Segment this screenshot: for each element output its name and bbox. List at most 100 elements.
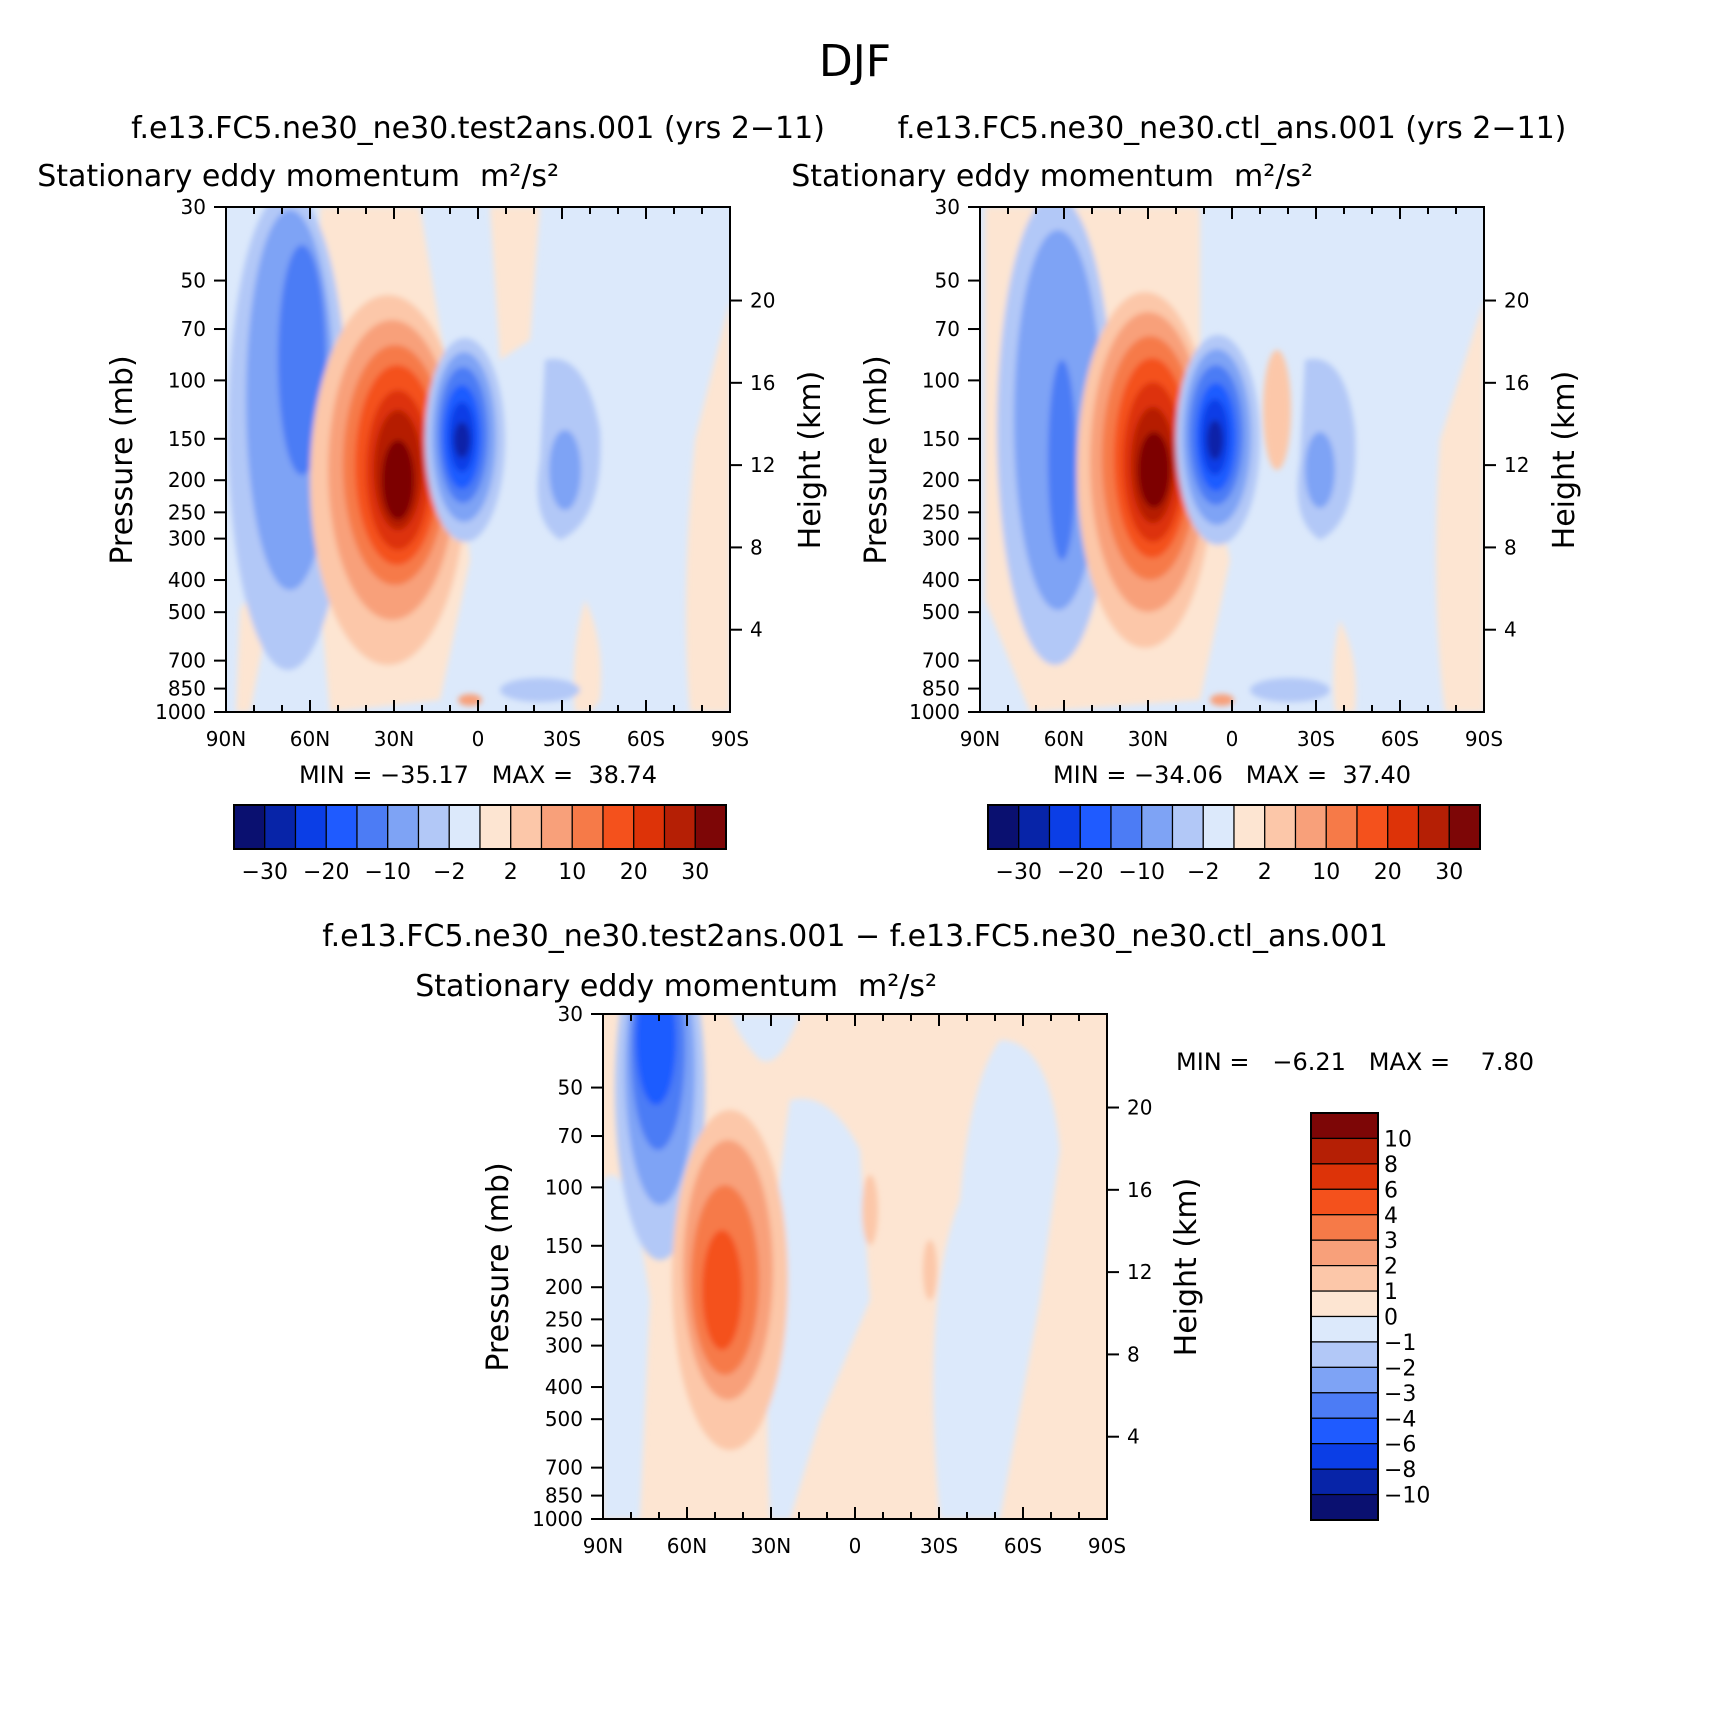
height-tick-group: 20 16 12 8 4 [730, 289, 775, 642]
colorbar-swatch [1310, 1112, 1379, 1140]
colorbar-swatch [987, 804, 1020, 850]
x-tick-group: 90N 60N 30N 0 30S 60S 90S [583, 1014, 1126, 1558]
colorbar-swatch [1310, 1137, 1379, 1165]
y-tick-label: 30 [935, 195, 960, 219]
colorbar-swatch [1310, 1392, 1379, 1419]
plot-area [980, 207, 1484, 712]
panel-units: m²/s² [858, 969, 937, 1004]
contour-pos-g [1138, 432, 1170, 508]
x-tick-label: 0 [1226, 727, 1239, 751]
y-tick-label: 1000 [909, 700, 960, 724]
y-tick-label: 30 [558, 1002, 583, 1026]
y-tick-label: 700 [168, 649, 206, 673]
x-tick-label: 0 [849, 1534, 862, 1558]
x-tick-label: 30S [543, 727, 581, 751]
colorbar-swatch [571, 804, 604, 850]
colorbar-label: −1 [1384, 1331, 1416, 1356]
colorbar-label: −20 [1057, 860, 1103, 885]
colorbar-label: 10 [1312, 860, 1340, 885]
colorbar-main-ctl: −30 −20 −10 −2 2 10 20 30 [987, 804, 1481, 885]
contour-surface-pos [458, 694, 482, 706]
min-max-text: MIN = −35.17 MAX = 38.74 [299, 761, 657, 789]
panel-header: f.e13.FC5.ne30_ne30.test2ans.001 (yrs 2−… [131, 111, 825, 146]
x-tick-label: 0 [472, 727, 485, 751]
y-tick-label: 250 [922, 500, 960, 524]
colorbar-swatch [1310, 1443, 1379, 1470]
colorbar-swatch [1018, 804, 1051, 850]
colorbar-swatch [1356, 804, 1389, 850]
y-tick-label: 250 [545, 1307, 583, 1331]
contour-pos-1d [1436, 300, 1484, 712]
panel-header: f.e13.FC5.ne30_ne30.ctl_ans.001 (yrs 2−1… [898, 111, 1567, 146]
height-tick-label: 16 [750, 371, 775, 395]
contour-neg-d [636, 1014, 676, 1105]
colorbar-swatch [1417, 804, 1450, 850]
colorbar-label: −20 [303, 860, 349, 885]
x-tick-group: 90N 60N 30N 0 30S 60S 90S [206, 207, 749, 751]
colorbar-swatch [387, 804, 420, 850]
y-tick-label: 50 [558, 1076, 583, 1100]
colorbar-label: 2 [1258, 860, 1272, 885]
contour-pos-1c [1333, 620, 1356, 712]
colorbar-swatch [1310, 1290, 1379, 1318]
colorbar-swatch [1387, 804, 1420, 850]
x-tick-label: 90S [1088, 1534, 1126, 1558]
colorbar-swatch [1310, 1493, 1379, 1521]
colorbar-swatch [1310, 1163, 1379, 1190]
contour-pos-1d [686, 300, 730, 712]
y-tick-label: 500 [922, 600, 960, 624]
x-tick-label: 30S [1297, 727, 1335, 751]
y-axis-label: Pressure (mb) [481, 1162, 516, 1371]
plot-area [603, 1014, 1107, 1519]
colorbar-swatch [1202, 804, 1235, 850]
y-axis-right-label: Height (km) [1547, 371, 1582, 550]
x-tick-label: 60N [667, 1534, 707, 1558]
colorbar-swatch [233, 804, 266, 850]
y-tick-label: 700 [922, 649, 960, 673]
contour-neg-band [603, 1175, 650, 1519]
y-tick-label: 300 [922, 527, 960, 551]
y-tick-label: 400 [545, 1375, 583, 1399]
colorbar-label: −6 [1384, 1433, 1416, 1458]
contour-fill [228, 207, 730, 712]
y-tick-label: 200 [545, 1275, 583, 1299]
min-max-text: MIN = −34.06 MAX = 37.40 [1053, 761, 1411, 789]
colorbar-swatch [1310, 1239, 1379, 1267]
y-tick-label: 850 [922, 677, 960, 701]
y-tick-label: 500 [168, 600, 206, 624]
colorbar-swatch [1079, 804, 1112, 850]
colorbar-swatch [1310, 1214, 1379, 1241]
x-tick-label: 30N [374, 727, 414, 751]
y-tick-label: 70 [181, 317, 206, 341]
colorbar-label: 2 [1384, 1255, 1398, 1280]
colorbar-swatch [448, 804, 481, 850]
contour-neg-band3 [933, 1040, 1060, 1519]
contour-neg-band2 [767, 1098, 870, 1519]
colorbar-swatch [510, 804, 543, 850]
colorbar-label: −2 [433, 860, 465, 885]
figure-title: DJF [819, 36, 891, 87]
y-tick-label: 400 [922, 568, 960, 592]
contour-pos-1b [490, 207, 540, 360]
plot-area [226, 207, 730, 712]
contour-pos-small2 [923, 1240, 937, 1300]
colorbar-label: 10 [1384, 1127, 1412, 1152]
y-tick-label: 250 [168, 500, 206, 524]
contour-neg-sh2 [549, 430, 581, 510]
y-tick-label: 850 [168, 677, 206, 701]
contour-pos-sh [1263, 350, 1291, 470]
colorbar-label: 30 [681, 860, 709, 885]
height-tick-label: 20 [1127, 1096, 1152, 1120]
y-tick-label: 150 [168, 427, 206, 451]
colorbar-label: 3 [1384, 1229, 1398, 1254]
x-tick-label: 90N [206, 727, 246, 751]
contour-neg-sh2 [1305, 432, 1335, 508]
colorbar-label: 20 [1374, 860, 1402, 885]
colorbar-label: −30 [996, 860, 1042, 885]
colorbar-swatch [1310, 1265, 1379, 1292]
colorbar-label: −3 [1384, 1382, 1416, 1407]
contour-neg-c [1048, 360, 1076, 560]
colorbar-label: 1 [1384, 1280, 1398, 1305]
contour-neg-c [278, 245, 326, 475]
